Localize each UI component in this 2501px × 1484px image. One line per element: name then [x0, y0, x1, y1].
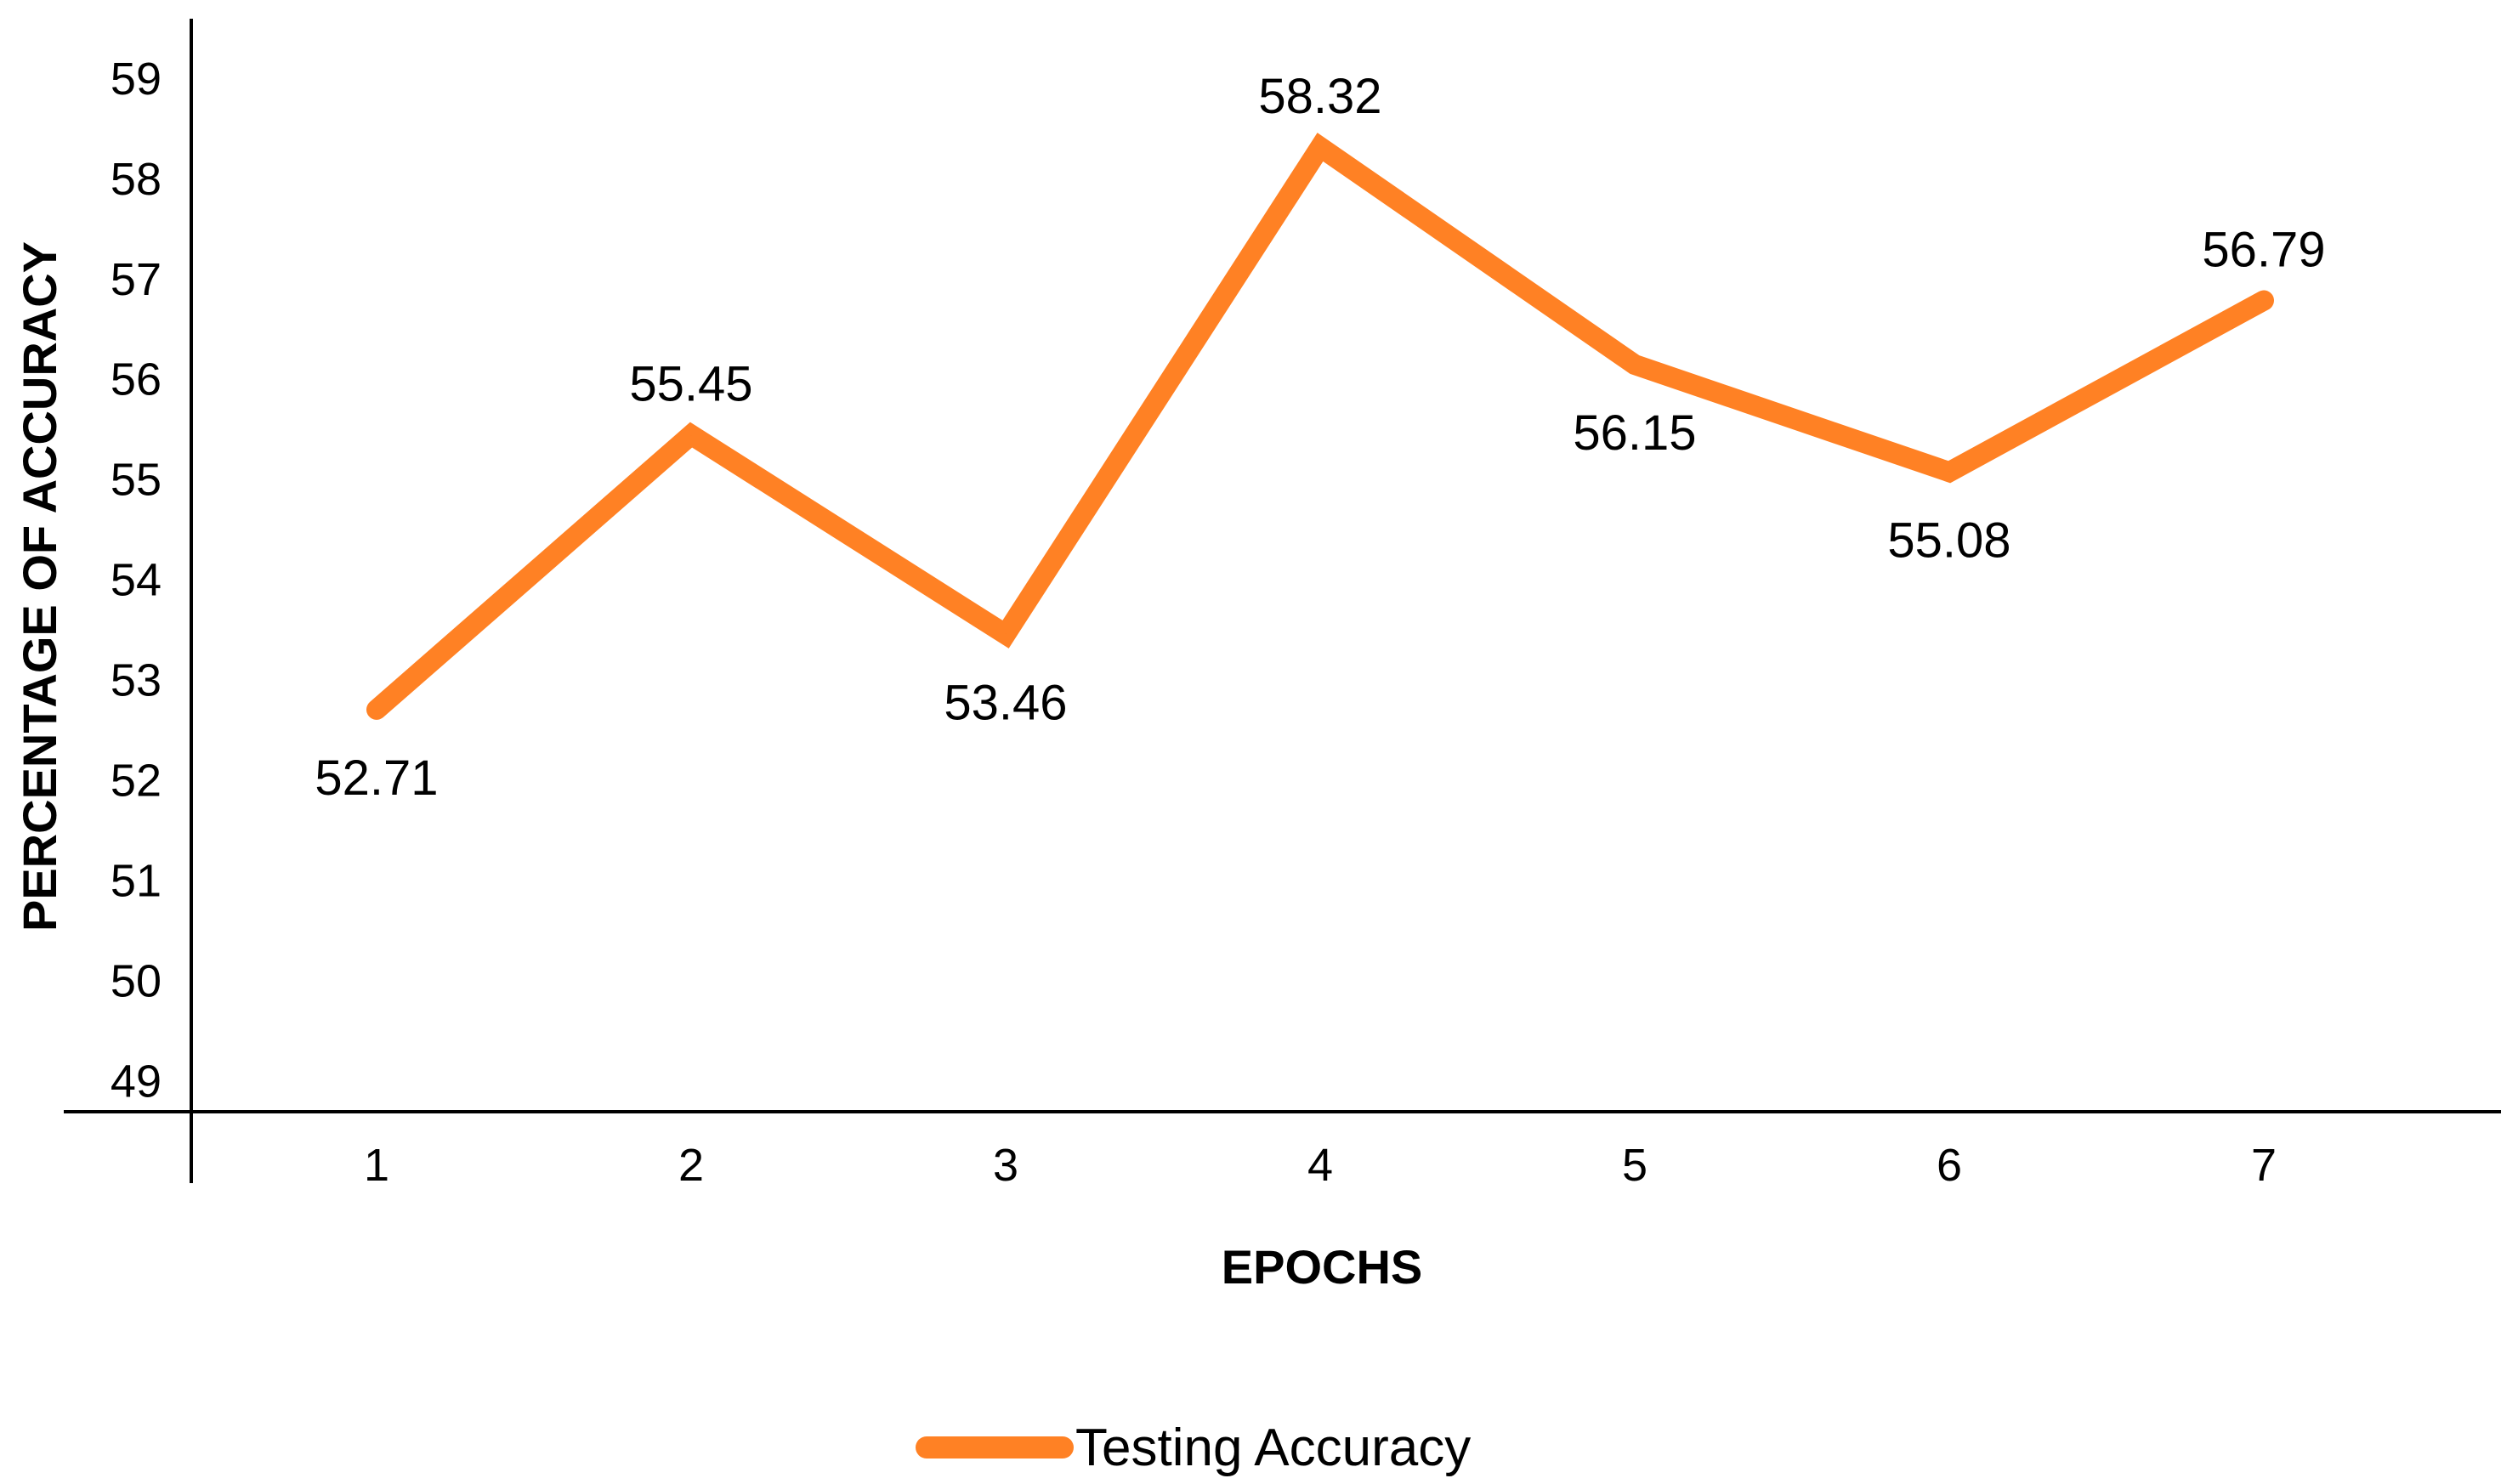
y-tick-label: 50	[111, 956, 162, 1007]
data-label: 58.32	[1258, 69, 1381, 124]
x-tick-label: 4	[1307, 1140, 1333, 1191]
y-tick-label: 52	[111, 756, 162, 807]
y-tick-label: 54	[111, 555, 162, 606]
data-label: 53.46	[944, 675, 1067, 730]
y-tick-labels: 49 50 51 52 53 54 55 56 57 58 59	[111, 54, 162, 1107]
axes	[64, 19, 2501, 1183]
y-tick-label: 53	[111, 655, 162, 706]
data-label: 52.71	[315, 750, 438, 806]
x-tick-label: 7	[2251, 1140, 2277, 1191]
y-tick-label: 55	[111, 455, 162, 506]
x-tick-label: 2	[678, 1140, 704, 1191]
y-tick-label: 57	[111, 254, 162, 305]
series-testing-accuracy	[366, 133, 2274, 720]
x-tick-label: 1	[364, 1140, 389, 1191]
data-point	[376, 708, 377, 711]
data-label: 55.45	[629, 357, 752, 412]
x-tick-label: 6	[1937, 1140, 1962, 1191]
data-label: 56.79	[2202, 223, 2325, 278]
data-labels: 52.71 55.45 53.46 58.32 56.15 55.08 56.79	[315, 69, 2325, 806]
data-point	[1634, 364, 1636, 366]
data-point	[1948, 471, 1950, 473]
data-point	[2263, 299, 2265, 302]
x-axis-title: EPOCHS	[1222, 1240, 1423, 1294]
legend: Testing Accuracy	[916, 1419, 1471, 1477]
y-tick-label: 51	[111, 856, 162, 907]
y-tick-label: 49	[111, 1056, 162, 1107]
y-tick-label: 58	[111, 154, 162, 205]
data-label: 56.15	[1573, 405, 1696, 461]
data-label: 55.08	[1887, 513, 2010, 568]
x-tick-label: 3	[993, 1140, 1018, 1191]
data-point	[1005, 633, 1007, 636]
series-line	[366, 133, 2274, 720]
legend-label: Testing Accuracy	[1075, 1419, 1471, 1477]
y-axis-title: PERCENTAGE OF ACCURACY	[13, 241, 66, 932]
data-point	[1319, 146, 1321, 149]
data-point	[690, 433, 692, 436]
y-tick-label: 56	[111, 354, 162, 405]
y-tick-label: 59	[111, 54, 162, 105]
x-tick-labels: 1 2 3 4 5 6 7	[364, 1140, 2277, 1191]
x-tick-label: 5	[1622, 1140, 1647, 1191]
